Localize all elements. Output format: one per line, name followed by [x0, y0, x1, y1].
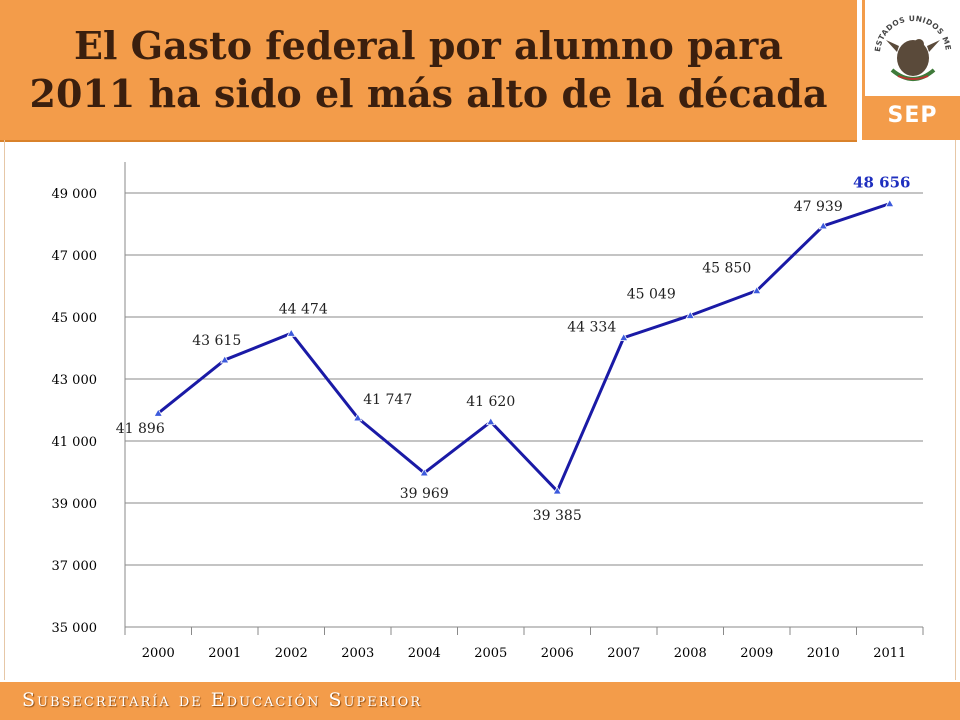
- page-title: El Gasto federal por alumno para 2011 ha…: [0, 22, 857, 118]
- data-point: [752, 285, 762, 295]
- data-point: [286, 328, 296, 337]
- footer-text: Subsecretaría de Educación Superior: [22, 689, 423, 711]
- y-tick-label: 49 000: [52, 187, 98, 202]
- data-label: 41 747: [363, 392, 412, 408]
- x-tick-label: 2011: [873, 646, 906, 661]
- x-tick-label: 2001: [208, 646, 241, 661]
- data-label: 47 939: [794, 199, 843, 215]
- national-seal-icon: ESTADOS UNIDOS MEXICANOS: [868, 8, 952, 81]
- x-tick-label: 2009: [740, 646, 773, 661]
- x-tick-label: 2010: [807, 646, 840, 661]
- data-point: [552, 486, 562, 495]
- y-tick-label: 35 000: [52, 621, 98, 636]
- y-tick-label: 41 000: [52, 435, 98, 450]
- x-tick-label: 2002: [275, 646, 308, 661]
- data-label: 39 969: [400, 486, 449, 502]
- data-point: [486, 416, 496, 426]
- title-line-1: El Gasto federal por alumno para: [74, 23, 783, 68]
- data-point: [619, 332, 629, 342]
- data-label: 41 896: [116, 421, 165, 437]
- footer-band: [0, 682, 960, 720]
- data-label: 44 334: [567, 320, 616, 336]
- logo-band: [865, 96, 960, 140]
- x-tick-label: 2008: [674, 646, 707, 661]
- line-chart: 35 000 37 000 39 000 41 000 43 000 45 000 47 0…: [52, 162, 924, 661]
- data-point: [220, 355, 230, 364]
- axes: 35 000 37 000 39 000 41 000 43 000 45 000 47 0…: [52, 162, 924, 661]
- y-tick-label: 39 000: [52, 497, 98, 512]
- data-label: 44 474: [279, 301, 328, 317]
- data-label: 43 615: [192, 333, 241, 349]
- data-point: [153, 408, 163, 417]
- x-tick-label: 2005: [474, 646, 507, 661]
- data-label: 39 385: [533, 508, 582, 524]
- sep-logo: SEP: [887, 103, 938, 128]
- data-point: [818, 221, 828, 230]
- grid: [125, 192, 923, 628]
- data-point: [885, 198, 895, 208]
- x-tick-label: 2006: [541, 646, 574, 661]
- data-label: 45 049: [627, 286, 676, 302]
- y-tick-label: 37 000: [52, 559, 98, 574]
- y-tick-label: 43 000: [52, 373, 98, 388]
- data-label: 41 620: [466, 394, 515, 410]
- left-border: [4, 140, 5, 680]
- x-tick-label: 2007: [607, 646, 640, 661]
- data-labels: 41 896 43 615 44 474 41 747 39 969 41 620 39 3…: [116, 174, 911, 524]
- y-tick-label: 45 000: [52, 311, 98, 326]
- data-label: 48 656: [853, 174, 910, 192]
- x-tick-label: 2003: [341, 646, 374, 661]
- x-tick-label: 2004: [408, 646, 441, 661]
- right-border: [955, 140, 956, 680]
- x-tick-label: 2000: [142, 646, 175, 661]
- data-point: [353, 413, 363, 422]
- series: [153, 198, 895, 495]
- data-point: [419, 468, 429, 477]
- series-line: [157, 202, 891, 493]
- data-point: [685, 310, 695, 319]
- data-label: 45 850: [702, 261, 751, 277]
- title-line-2: 2011 ha sido el más alto de la década: [29, 71, 828, 116]
- title-band: [0, 0, 857, 142]
- y-tick-label: 47 000: [52, 249, 98, 264]
